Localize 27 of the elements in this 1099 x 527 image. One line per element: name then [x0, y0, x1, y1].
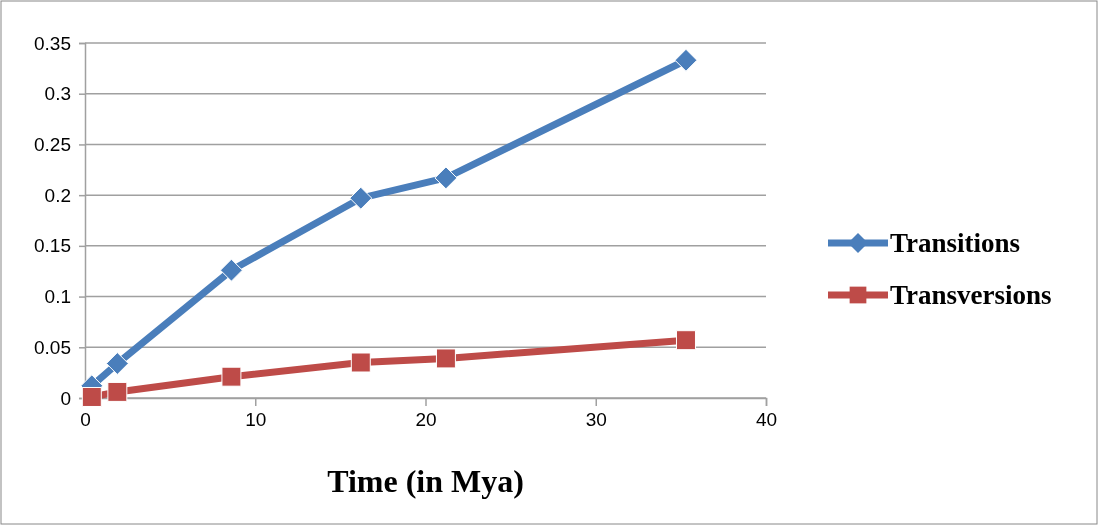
- point: [105, 352, 129, 375]
- legend-label: Transitions: [890, 228, 1021, 259]
- y-tick-label: 0.3: [44, 83, 71, 105]
- y-tick-label: 0.25: [34, 134, 71, 156]
- y-tick-label: 0.2: [44, 184, 71, 206]
- point: [435, 348, 456, 369]
- point: [219, 258, 243, 282]
- point: [221, 366, 242, 387]
- y-tick-label: 0.05: [34, 336, 71, 358]
- x-tick-label: 0: [80, 409, 91, 431]
- x-tick-label: 40: [755, 409, 778, 431]
- x-tick-label: 10: [245, 409, 267, 431]
- x-axis-title: Time (in Mya): [327, 463, 524, 499]
- point: [107, 381, 128, 402]
- x-tick-label: 20: [415, 409, 437, 431]
- point: [81, 387, 102, 407]
- point: [350, 352, 371, 373]
- y-tick-label: 0.35: [34, 32, 71, 54]
- y-tick-label: 0.15: [34, 235, 71, 257]
- point: [676, 330, 696, 351]
- legend-label: Transversions: [890, 280, 1052, 311]
- point: [434, 166, 458, 190]
- x-tick-label: 30: [585, 409, 607, 431]
- point: [674, 48, 698, 72]
- y-tick-label: 0.1: [44, 286, 71, 308]
- point: [349, 186, 373, 210]
- y-tick-label: 0: [60, 387, 71, 409]
